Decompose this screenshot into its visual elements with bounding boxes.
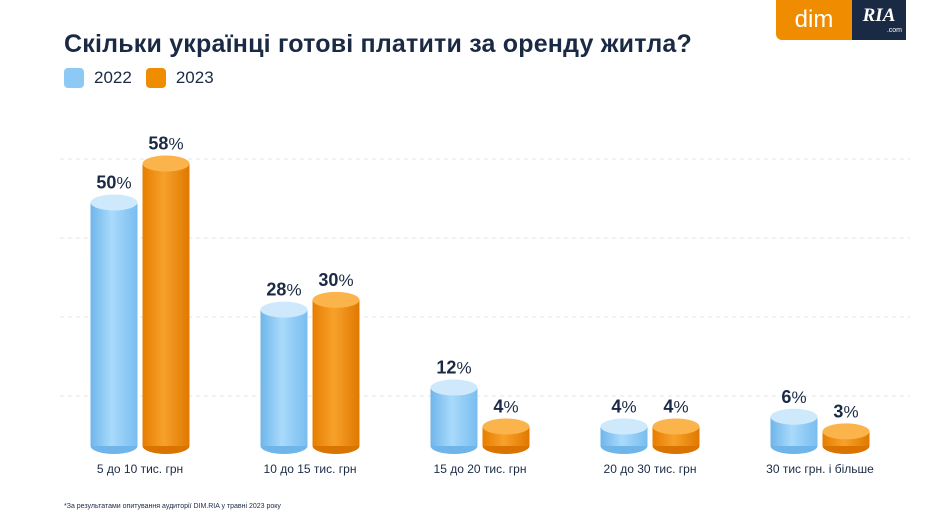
value-label-2023-1: 58% (148, 134, 183, 154)
ria-logo-text: RIA (862, 5, 896, 26)
value-label-2022-3: 12% (436, 358, 471, 378)
value-label-2022-1: 50% (96, 173, 131, 193)
bar-2022-1 (90, 194, 138, 454)
category-label-4: 20 до 30 тис. грн (604, 462, 697, 476)
value-label-2022-2: 28% (266, 280, 301, 300)
legend-label-2023: 2023 (175, 68, 214, 87)
legend-item-2023: 2023 (145, 68, 214, 88)
value-label-2023-3: 4% (493, 397, 518, 417)
ria-logo-domain: .com (886, 27, 902, 34)
legend: 2022 2023 (64, 68, 214, 88)
legend-label-2022: 2022 (94, 68, 132, 87)
value-label-2023-5: 3% (833, 401, 858, 421)
legend-swatch-2023 (145, 68, 166, 88)
bar-2022-2 (260, 301, 308, 454)
bar-2023-5 (822, 423, 870, 454)
value-label-2023-2: 30% (318, 270, 353, 290)
bar-2022-5 (770, 408, 818, 454)
bar-2023-2 (312, 291, 360, 454)
ria-logo: RIA .com (852, 0, 906, 40)
category-label-2: 10 до 15 тис. грн (264, 462, 357, 476)
category-label-1: 5 до 10 тис. грн (97, 462, 183, 476)
value-label-2022-5: 6% (781, 387, 806, 407)
category-label-5: 30 тис грн. і більше (766, 462, 874, 476)
value-label-2023-4: 4% (663, 397, 688, 417)
dim-logo: dim (776, 0, 852, 40)
chart-title: Скільки українці готові платити за оренд… (64, 30, 692, 58)
legend-item-2022: 2022 (64, 68, 132, 88)
legend-swatch-2022 (64, 68, 84, 88)
footnote: *За результатами опитування аудиторії DI… (64, 503, 281, 510)
bar-2022-3 (430, 379, 478, 454)
bar-2023-1 (142, 155, 190, 454)
bar-2022-4 (600, 418, 648, 454)
category-label-3: 15 до 20 тис. грн (434, 462, 527, 476)
brand-logo[interactable]: dim RIA .com (776, 0, 906, 40)
bar-2023-4 (652, 418, 700, 454)
value-label-2022-4: 4% (611, 397, 636, 417)
bar-2023-3 (482, 418, 530, 454)
